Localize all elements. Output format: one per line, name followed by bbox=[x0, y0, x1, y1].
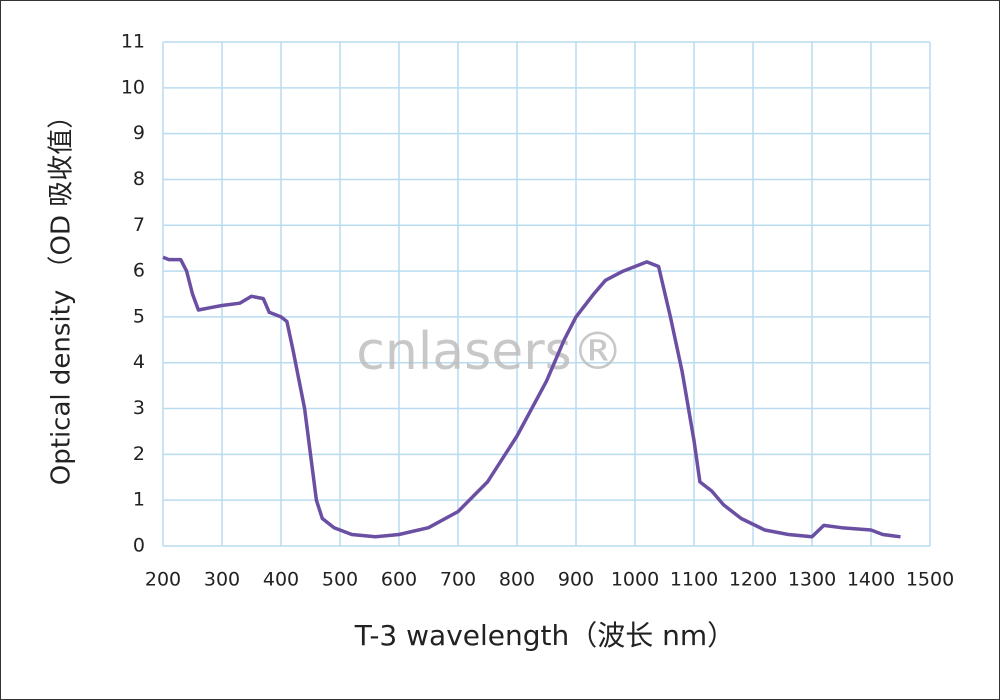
x-tick-label: 1200 bbox=[729, 569, 777, 591]
x-tick-label: 1500 bbox=[906, 569, 954, 591]
x-tick-label: 1000 bbox=[611, 569, 659, 591]
y-tick-label: 7 bbox=[133, 214, 145, 236]
y-tick-label: 8 bbox=[133, 168, 145, 190]
y-tick-label: 6 bbox=[133, 260, 145, 282]
x-tick-label: 500 bbox=[322, 569, 358, 591]
y-tick-label: 4 bbox=[133, 351, 145, 373]
y-tick-label: 3 bbox=[133, 397, 145, 419]
x-tick-label: 600 bbox=[381, 569, 417, 591]
x-tick-label: 1300 bbox=[788, 569, 836, 591]
x-tick-label: 700 bbox=[440, 569, 476, 591]
x-tick-label: 300 bbox=[204, 569, 240, 591]
data-line bbox=[162, 255, 901, 539]
y-tick-label: 2 bbox=[133, 443, 145, 465]
x-tick-label: 400 bbox=[263, 569, 299, 591]
y-tick-label: 10 bbox=[121, 76, 145, 98]
x-tick-label: 200 bbox=[145, 569, 181, 591]
y-tick-label: 11 bbox=[121, 31, 145, 53]
watermark: cnlasers® bbox=[356, 322, 623, 382]
x-tick-label: 1100 bbox=[670, 569, 718, 591]
x-tick-label: 1400 bbox=[847, 569, 895, 591]
x-tick-label: 900 bbox=[558, 569, 594, 591]
y-tick-label: 1 bbox=[133, 489, 145, 511]
y-tick-label: 0 bbox=[133, 535, 145, 557]
y-axis-label: Optical density （OD 吸收值） bbox=[47, 103, 77, 485]
x-tick-label: 800 bbox=[499, 569, 535, 591]
y-tick-label: 5 bbox=[133, 305, 145, 327]
y-tick-label: 9 bbox=[133, 122, 145, 144]
x-axis-label: T-3 wavelength（波长 nm） bbox=[354, 619, 735, 652]
